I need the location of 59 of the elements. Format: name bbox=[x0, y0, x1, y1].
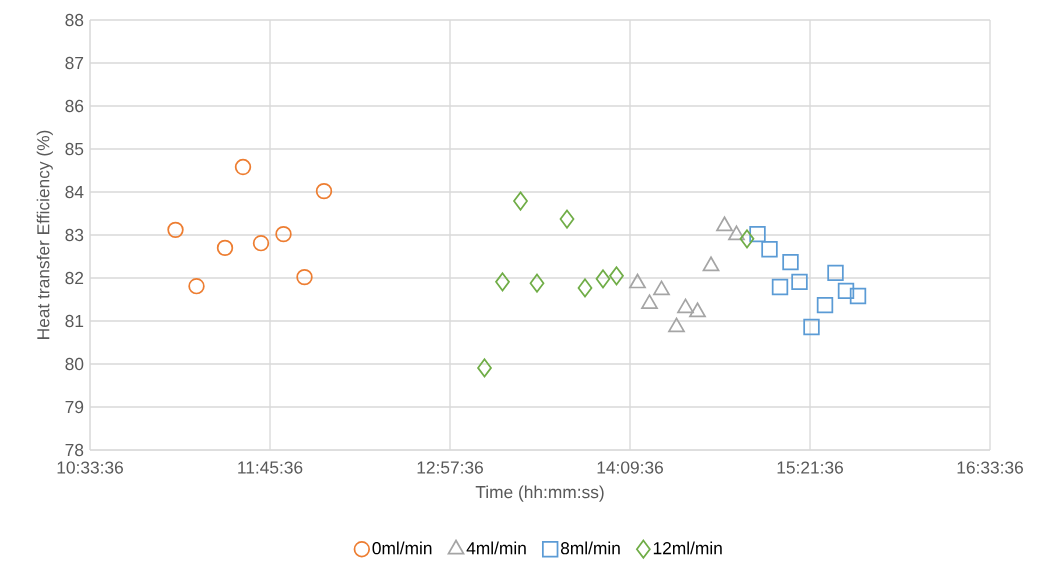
point bbox=[728, 225, 745, 241]
point bbox=[716, 216, 733, 232]
y-tick-label: 79 bbox=[65, 400, 84, 414]
point bbox=[816, 296, 834, 314]
y-axis-title: Heat transfer Efficiency (%) bbox=[36, 130, 53, 339]
x-tick-label: 11:45:36 bbox=[238, 461, 303, 474]
y-tick-label: 86 bbox=[65, 99, 84, 113]
point bbox=[677, 298, 694, 314]
y-tick-label: 84 bbox=[65, 185, 84, 199]
legend-label: 4ml/min bbox=[466, 541, 526, 555]
point bbox=[477, 358, 492, 378]
x-axis-title: Time (hh:mm:ss) bbox=[475, 485, 604, 502]
point bbox=[827, 264, 844, 282]
point bbox=[641, 294, 658, 310]
y-tick-label: 81 bbox=[65, 314, 84, 328]
point bbox=[315, 182, 333, 200]
point bbox=[296, 268, 313, 286]
x-tick-label: 15:21:36 bbox=[777, 461, 843, 474]
point bbox=[668, 317, 685, 333]
point bbox=[749, 225, 766, 243]
point bbox=[252, 234, 270, 252]
point bbox=[275, 225, 292, 243]
legend-label: 12ml/min bbox=[653, 541, 722, 555]
point bbox=[529, 273, 545, 293]
x-tick-label: 12:57:36 bbox=[417, 461, 483, 474]
point bbox=[702, 256, 720, 272]
y-tick-label: 88 bbox=[65, 13, 84, 27]
point bbox=[771, 278, 789, 296]
y-tick-label: 87 bbox=[65, 56, 84, 70]
x-tick-label: 16:33:36 bbox=[957, 461, 1023, 474]
x-tick-label: 10:33:36 bbox=[57, 461, 123, 474]
point bbox=[653, 280, 670, 296]
point bbox=[629, 273, 646, 289]
legend-label: 8ml/min bbox=[560, 541, 620, 555]
x-tick-label: 14:09:36 bbox=[597, 461, 663, 474]
point bbox=[791, 273, 808, 291]
point bbox=[782, 253, 799, 271]
point bbox=[739, 229, 755, 249]
y-tick-label: 85 bbox=[65, 142, 84, 156]
y-tick-label: 82 bbox=[65, 271, 84, 285]
point bbox=[849, 287, 867, 305]
y-tick-label: 83 bbox=[65, 228, 84, 242]
point bbox=[188, 277, 205, 295]
legend-label: 0ml/min bbox=[372, 541, 432, 555]
point bbox=[689, 302, 706, 318]
point bbox=[803, 318, 820, 336]
point bbox=[216, 239, 234, 257]
point bbox=[761, 240, 778, 258]
point bbox=[595, 269, 611, 289]
point bbox=[609, 266, 624, 286]
point bbox=[577, 278, 593, 298]
point bbox=[837, 282, 855, 300]
y-tick-label: 78 bbox=[65, 443, 84, 457]
y-tick-label: 80 bbox=[65, 357, 84, 371]
point bbox=[234, 158, 252, 176]
point bbox=[559, 209, 575, 229]
point bbox=[513, 191, 528, 211]
point bbox=[495, 272, 510, 292]
point bbox=[167, 221, 184, 239]
